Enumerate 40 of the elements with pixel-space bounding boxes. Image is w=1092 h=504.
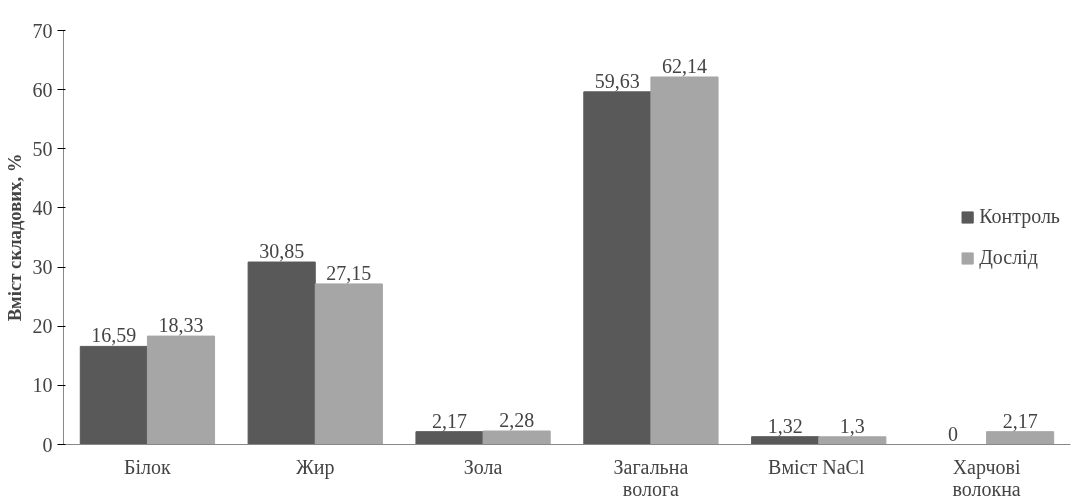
bar xyxy=(482,430,551,445)
legend-label: Контроль xyxy=(979,205,1060,228)
x-tick-label: Зола xyxy=(463,455,503,478)
bar xyxy=(986,431,1055,445)
data-label: 62,14 xyxy=(661,54,707,77)
x-tick-label: Білок xyxy=(124,455,172,478)
data-label: 18,33 xyxy=(158,314,204,337)
data-label: 59,63 xyxy=(594,69,640,92)
data-label: 2,17 xyxy=(1002,409,1038,432)
x-tick-label: Жир xyxy=(295,455,335,479)
y-tick-label: 60 xyxy=(32,78,53,101)
y-tick-label: 30 xyxy=(32,256,53,279)
data-label: 30,85 xyxy=(259,240,305,263)
bar xyxy=(415,431,484,445)
y-axis-title: Вміст складових, % xyxy=(3,153,25,322)
bar xyxy=(79,345,148,445)
bar xyxy=(650,76,719,445)
y-tick-label: 10 xyxy=(32,374,53,397)
y-tick-label: 70 xyxy=(32,19,53,42)
data-label: 2,17 xyxy=(432,409,468,432)
x-tick-label: Харчові волокна xyxy=(952,455,1021,500)
y-tick-label: 20 xyxy=(32,315,53,338)
bar xyxy=(314,283,383,445)
x-tick-label: Вміст NaCl xyxy=(768,455,865,478)
y-tick-label: 50 xyxy=(32,137,53,160)
data-label: 2,28 xyxy=(499,409,535,432)
bar xyxy=(751,436,820,445)
bar xyxy=(818,436,887,445)
bar xyxy=(247,261,316,445)
bar xyxy=(583,91,652,445)
y-tick-label: 40 xyxy=(32,196,53,219)
data-label: 16,59 xyxy=(91,324,137,347)
data-label: 0 xyxy=(948,422,959,445)
data-label: 1,3 xyxy=(839,414,865,437)
x-tick-label: Загальна волога xyxy=(613,455,689,500)
data-label: 27,15 xyxy=(326,261,372,284)
data-label: 1,32 xyxy=(767,414,803,437)
y-tick-label: 0 xyxy=(42,433,53,456)
legend-label: Дослід xyxy=(979,246,1038,269)
bar xyxy=(146,335,216,445)
